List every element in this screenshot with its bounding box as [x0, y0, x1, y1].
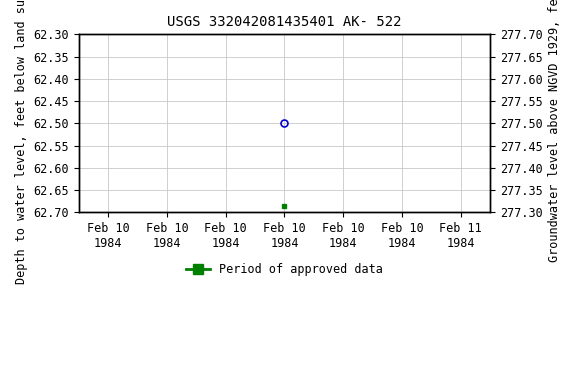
Title: USGS 332042081435401 AK- 522: USGS 332042081435401 AK- 522 — [167, 15, 401, 29]
Legend: Period of approved data: Period of approved data — [181, 259, 388, 281]
Y-axis label: Depth to water level, feet below land surface: Depth to water level, feet below land su… — [15, 0, 28, 284]
Y-axis label: Groundwater level above NGVD 1929, feet: Groundwater level above NGVD 1929, feet — [548, 0, 561, 262]
